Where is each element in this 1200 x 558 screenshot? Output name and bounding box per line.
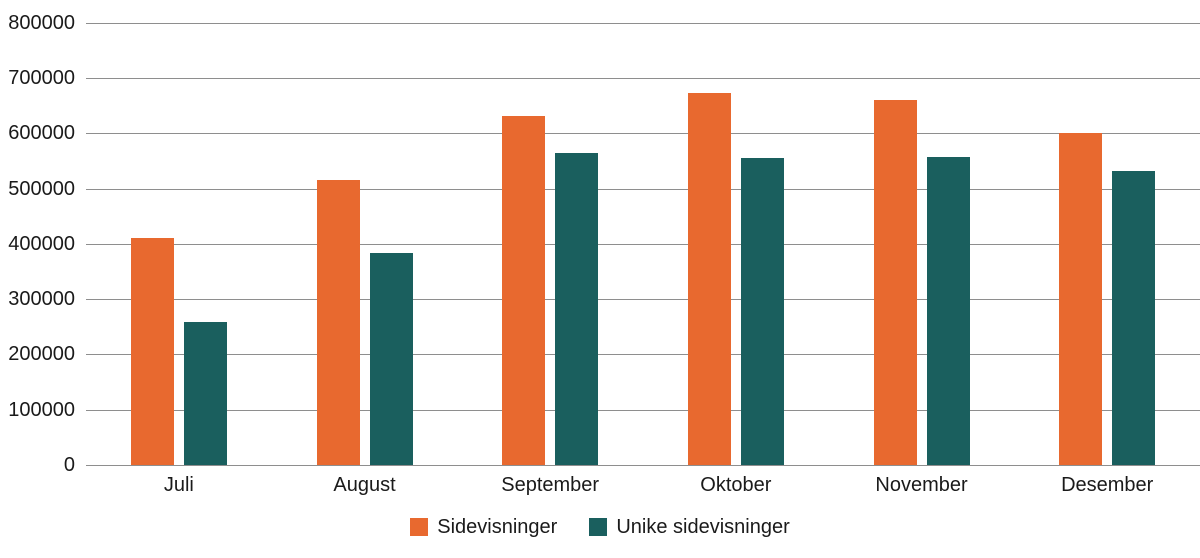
gridline-200000 — [86, 354, 1200, 355]
x-tick-label-juli: Juli — [163, 474, 194, 496]
bar-unike-sidevisninger-august — [369, 253, 413, 465]
x-tick-label-oktober: Oktober — [700, 474, 772, 496]
y-tick-label-200000: 200000 — [8, 343, 75, 365]
y-tick-label-800000: 800000 — [8, 12, 75, 34]
legend-item-unike-sidevisninger: Unike sidevisninger — [589, 516, 790, 538]
bar-sidevisninger-oktober — [687, 93, 731, 465]
y-tick-label-300000: 300000 — [8, 288, 75, 310]
bar-group-september — [457, 23, 643, 465]
bar-unike-sidevisninger-juli — [183, 322, 227, 465]
bar-unike-sidevisninger-oktober — [740, 158, 784, 465]
gridline-700000 — [86, 78, 1200, 79]
bar-sidevisninger-november — [873, 100, 917, 465]
y-tick-label-0: 0 — [63, 454, 75, 476]
bar-sidevisninger-juli — [130, 238, 174, 465]
x-tick-label-november: November — [875, 474, 968, 496]
y-tick-label-600000: 600000 — [8, 122, 75, 144]
gridline-0 — [86, 465, 1200, 466]
bar-unike-sidevisninger-november — [926, 157, 970, 465]
gridline-100000 — [86, 410, 1200, 411]
bar-group-november — [829, 23, 1015, 465]
bar-sidevisninger-august — [316, 180, 360, 465]
legend-item-sidevisninger: Sidevisninger — [410, 517, 557, 537]
y-tick-label-400000: 400000 — [8, 233, 75, 255]
bar-group-oktober — [643, 23, 829, 465]
legend: Sidevisninger Unike sidevisninger — [0, 517, 1200, 537]
legend-label-unike-sidevisninger: Unike sidevisninger — [616, 516, 790, 538]
bar-sidevisninger-desember — [1059, 133, 1103, 465]
y-tick-label-700000: 700000 — [8, 67, 75, 89]
gridline-400000 — [86, 244, 1200, 245]
y-axis-tick-labels: 0 100000 200000 300000 400000 500000 600000 700… — [0, 0, 75, 558]
x-tick-label-desember: Desember — [1061, 474, 1154, 496]
x-tick-label-august: August — [333, 474, 396, 496]
gridline-600000 — [86, 133, 1200, 134]
bar-unike-sidevisninger-september — [555, 153, 599, 465]
y-tick-label-500000: 500000 — [8, 178, 75, 200]
y-tick-label-100000: 100000 — [8, 399, 75, 421]
bar-sidevisninger-september — [502, 116, 546, 465]
x-tick-label-september: September — [501, 474, 600, 496]
bar-unike-sidevisninger-desember — [1112, 171, 1156, 465]
gridline-800000 — [86, 23, 1200, 24]
bars-layer — [86, 23, 1200, 465]
bar-group-juli — [86, 23, 272, 465]
legend-swatch-sidevisninger — [410, 518, 429, 536]
legend-swatch-unike-sidevisninger — [589, 518, 608, 536]
bar-group-desember — [1014, 23, 1200, 465]
gridline-300000 — [86, 299, 1200, 300]
gridline-500000 — [86, 189, 1200, 190]
legend-label-sidevisninger: Sidevisninger — [437, 516, 558, 538]
bar-group-august — [272, 23, 458, 465]
x-axis-tick-labels: Juli August September Oktober November Desemb… — [86, 472, 1200, 498]
plot-area — [86, 23, 1200, 466]
